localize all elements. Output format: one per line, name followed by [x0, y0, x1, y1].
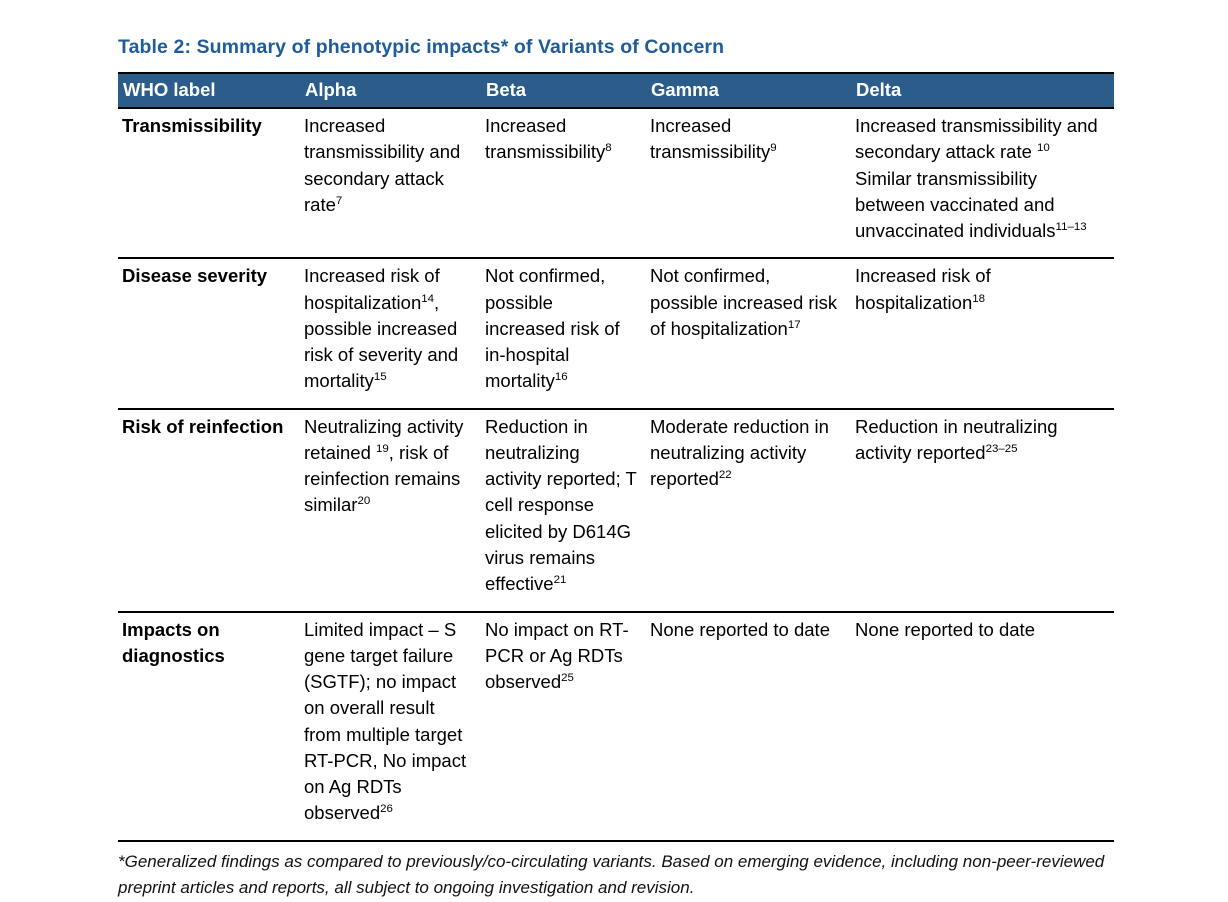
table-row: Disease severity Increased risk of hospit…: [118, 258, 1114, 410]
table-title: Table 2: Summary of phenotypic impacts* …: [118, 36, 725, 58]
citation-superscript: 7: [335, 194, 343, 207]
table-cell: Moderate reduction in neutralizing activ…: [646, 408, 851, 613]
citation-superscript: 9: [770, 142, 777, 155]
row-label: Risk of reinfection: [118, 408, 300, 613]
table-cell: Reduction in neutralizing activity repor…: [851, 408, 1114, 613]
citation-superscript: 22: [718, 469, 732, 482]
table-row: Impacts on diagnostics Limited impact – S…: [118, 611, 1114, 842]
citation-superscript: 17: [787, 318, 801, 331]
table-cell: Not confirmed, possible increased risk o…: [646, 258, 851, 410]
table-cell: Increased transmissibility8: [481, 108, 646, 260]
table-cell: Neutralizing activity retained 19, risk …: [300, 408, 481, 613]
citation-superscript: 8: [605, 142, 612, 155]
variants-of-concern-table: WHO label Alpha Beta Gamma Delta Transmi…: [118, 72, 1114, 842]
citation-superscript: 23–25: [985, 442, 1018, 455]
column-header-delta: Delta: [851, 72, 1114, 109]
table-cell: Increased risk of hospitalization18: [851, 258, 1114, 410]
citation-superscript: 16: [554, 371, 568, 384]
citation-superscript: 26: [380, 803, 393, 816]
citation-superscript: 14: [421, 292, 435, 305]
row-label: Disease severity: [118, 258, 300, 410]
table-cell: Increased transmissibility and secondary…: [851, 108, 1114, 260]
column-header-beta: Beta: [481, 72, 646, 109]
row-label: Transmissibility: [118, 108, 300, 260]
citation-superscript: 21: [553, 574, 567, 587]
column-header-who-label: WHO label: [118, 72, 300, 109]
citation-superscript: 11–13: [1055, 220, 1087, 233]
table-cell: None reported to date: [646, 611, 851, 842]
footnote: *Generalized findings as compared to pre…: [118, 851, 1105, 897]
citation-superscript: 18: [972, 292, 986, 305]
table-row: Transmissibility Increased transmissibili…: [118, 108, 1114, 260]
table-cell: Increased transmissibility and secondary…: [300, 108, 481, 260]
table-cell: Not confirmed, possible increased risk o…: [481, 258, 646, 410]
column-header-gamma: Gamma: [646, 72, 851, 109]
citation-superscript: 10: [1037, 142, 1050, 155]
table-cell: Limited impact – S gene target failure (…: [300, 611, 481, 842]
column-header-alpha: Alpha: [300, 72, 481, 109]
citation-superscript: 25: [561, 671, 574, 684]
header-row: WHO label Alpha Beta Gamma Delta: [118, 72, 1114, 109]
citation-superscript: 20: [357, 495, 371, 508]
table-body: Transmissibility Increased transmissibili…: [118, 108, 1114, 842]
table-row: Risk of reinfection Neutralizing activity…: [118, 408, 1114, 613]
citation-superscript: 15: [373, 371, 387, 384]
row-label: Impacts on diagnostics: [118, 611, 300, 842]
table-cell: No impact on RT-PCR or Ag RDTs observed2…: [481, 611, 646, 842]
table-cell: None reported to date: [851, 611, 1114, 842]
table-cell: Reduction in neutralizing activity repor…: [481, 408, 646, 613]
citation-superscript: 19: [376, 442, 389, 455]
table-cell: Increased transmissibility9: [646, 108, 851, 260]
table-cell: Increased risk of hospitalization14, pos…: [300, 258, 481, 410]
